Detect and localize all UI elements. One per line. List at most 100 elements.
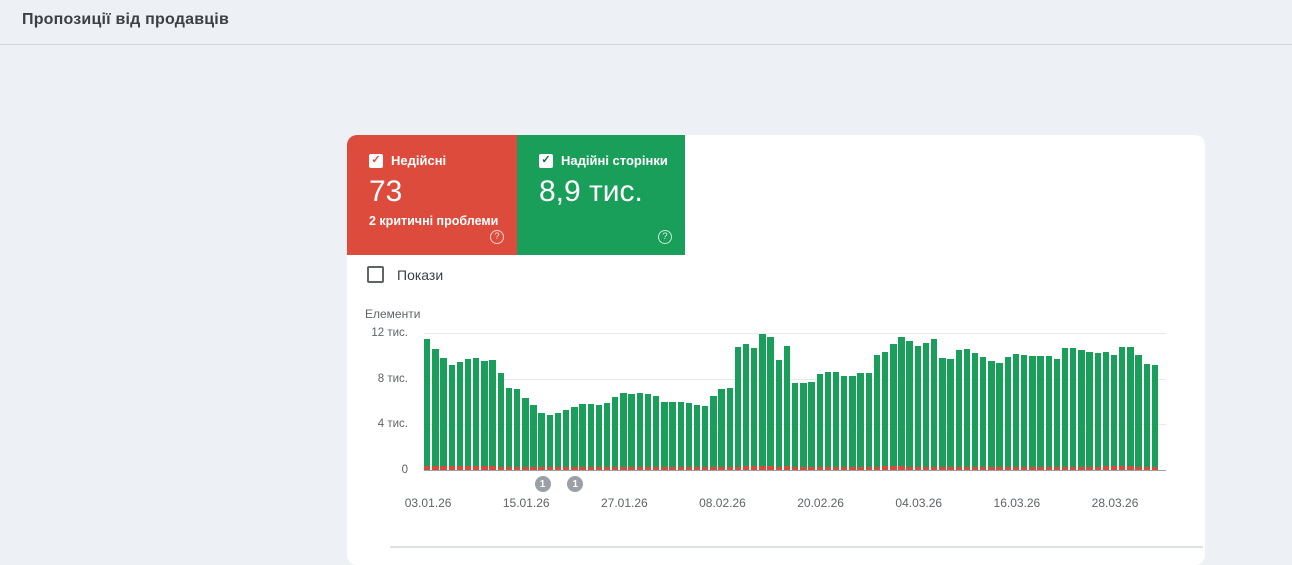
chart-bar[interactable] [988, 361, 995, 470]
chart-annotation-badge[interactable]: 1 [567, 476, 584, 492]
chart-bar[interactable] [1110, 354, 1118, 470]
chart-bar[interactable] [963, 348, 971, 470]
chart-bar[interactable] [571, 406, 578, 470]
chart-bar[interactable] [481, 360, 488, 470]
chart-bar[interactable] [857, 372, 864, 470]
chart-bar[interactable] [1127, 346, 1134, 470]
chart-bar[interactable] [424, 338, 431, 470]
chart-bar[interactable] [759, 334, 766, 470]
chart-bar[interactable] [971, 352, 979, 470]
chart-bar[interactable] [939, 358, 946, 470]
chart-bar[interactable] [742, 344, 750, 470]
chart-bar[interactable] [546, 414, 554, 470]
invalid-checkbox-icon[interactable]: ✓ [369, 153, 383, 168]
chart-bar[interactable] [931, 338, 938, 470]
chart-bar[interactable] [1078, 349, 1085, 470]
chart-bar[interactable] [669, 402, 676, 470]
chart-bar[interactable] [432, 348, 439, 470]
chart-bar[interactable] [1151, 364, 1159, 470]
chart-bar[interactable] [1045, 355, 1052, 470]
chart-bar[interactable] [1102, 352, 1110, 470]
impressions-checkbox[interactable] [367, 266, 384, 283]
chart-bar[interactable] [652, 395, 660, 470]
chart-bar[interactable] [579, 403, 586, 470]
chart-bar[interactable] [464, 359, 472, 470]
chart-bar[interactable] [448, 365, 455, 470]
chart-bar[interactable] [1061, 347, 1069, 470]
chart-bar[interactable] [808, 381, 815, 470]
chart-bar[interactable] [734, 346, 742, 470]
chart-bar[interactable] [603, 402, 611, 470]
valid-status-card[interactable]: ✓ Надійні сторінки 8,9 тис. ? [517, 135, 685, 255]
chart-bar[interactable] [710, 395, 717, 470]
chart-bar[interactable] [693, 405, 701, 470]
chart-bar[interactable] [497, 373, 504, 470]
chart-bar[interactable] [1004, 356, 1011, 470]
invalid-help-icon[interactable]: ? [490, 230, 504, 244]
chart-bar[interactable] [767, 337, 774, 470]
chart-bar[interactable] [906, 340, 913, 470]
chart-bar[interactable] [595, 404, 603, 470]
chart-bar[interactable] [832, 372, 840, 470]
chart-bar[interactable] [1086, 352, 1093, 470]
chart-bar[interactable] [1119, 347, 1126, 470]
chart-bar[interactable] [1037, 356, 1044, 470]
chart-bar[interactable] [628, 393, 635, 470]
chart-bar[interactable] [661, 401, 668, 470]
chart-bar[interactable] [996, 363, 1003, 470]
chart-bar[interactable] [873, 354, 881, 470]
chart-bar[interactable] [489, 359, 496, 470]
chart-bar[interactable] [530, 404, 537, 470]
chart-bar[interactable] [783, 345, 791, 470]
chart-bar[interactable] [440, 357, 447, 470]
chart-bar[interactable] [718, 388, 725, 470]
chart-bar[interactable] [922, 343, 930, 470]
chart-bar[interactable] [865, 372, 872, 470]
chart-bar[interactable] [792, 382, 799, 470]
chart-bar[interactable] [898, 337, 905, 470]
chart-bar[interactable] [800, 383, 807, 470]
chart-bar[interactable] [620, 393, 627, 470]
impressions-toggle-row[interactable]: Покази [367, 266, 443, 283]
chart-bar[interactable] [955, 350, 962, 470]
chart-bar[interactable] [914, 346, 922, 470]
chart-bar[interactable] [1053, 358, 1061, 470]
chart-bar[interactable] [636, 392, 643, 470]
chart-bar[interactable] [824, 371, 832, 470]
chart-bar[interactable] [685, 402, 693, 470]
chart-bar[interactable] [1070, 348, 1077, 470]
chart-bar[interactable] [849, 375, 856, 470]
chart-bar[interactable] [677, 402, 684, 470]
chart-bar[interactable] [538, 412, 545, 470]
valid-checkbox-row[interactable]: ✓ Надійні сторінки [539, 153, 668, 168]
chart-bar[interactable] [775, 359, 783, 470]
chart-bar[interactable] [881, 352, 889, 470]
chart-bar[interactable] [980, 356, 987, 470]
chart-bar[interactable] [1143, 363, 1151, 470]
chart-bar[interactable] [473, 358, 480, 470]
invalid-status-card[interactable]: ✓ Недійсні 73 2 критичні проблеми ? [347, 135, 517, 255]
chart-annotation-badge[interactable]: 1 [534, 476, 551, 492]
invalid-checkbox-row[interactable]: ✓ Недійсні [369, 153, 446, 168]
chart-bar[interactable] [612, 396, 619, 470]
chart-bar[interactable] [587, 404, 594, 470]
chart-bar[interactable] [513, 388, 521, 470]
chart-bar[interactable] [816, 373, 823, 470]
valid-help-icon[interactable]: ? [658, 230, 672, 244]
chart-bar[interactable] [1020, 354, 1028, 470]
chart-bar[interactable] [751, 348, 758, 470]
chart-bar[interactable] [1029, 355, 1036, 470]
chart-bar[interactable] [456, 362, 464, 470]
chart-bar[interactable] [644, 394, 652, 470]
chart-bar[interactable] [947, 358, 954, 470]
chart-bar[interactable] [890, 344, 897, 470]
chart-bar[interactable] [1012, 354, 1020, 470]
chart-bar[interactable] [563, 409, 570, 470]
chart-bar[interactable] [1094, 353, 1101, 470]
chart-bar[interactable] [702, 406, 709, 470]
chart-bar[interactable] [554, 412, 562, 470]
chart-bar[interactable] [726, 387, 733, 470]
chart-bar[interactable] [505, 388, 513, 470]
chart-bar[interactable] [1135, 354, 1142, 470]
chart-bar[interactable] [522, 398, 529, 470]
